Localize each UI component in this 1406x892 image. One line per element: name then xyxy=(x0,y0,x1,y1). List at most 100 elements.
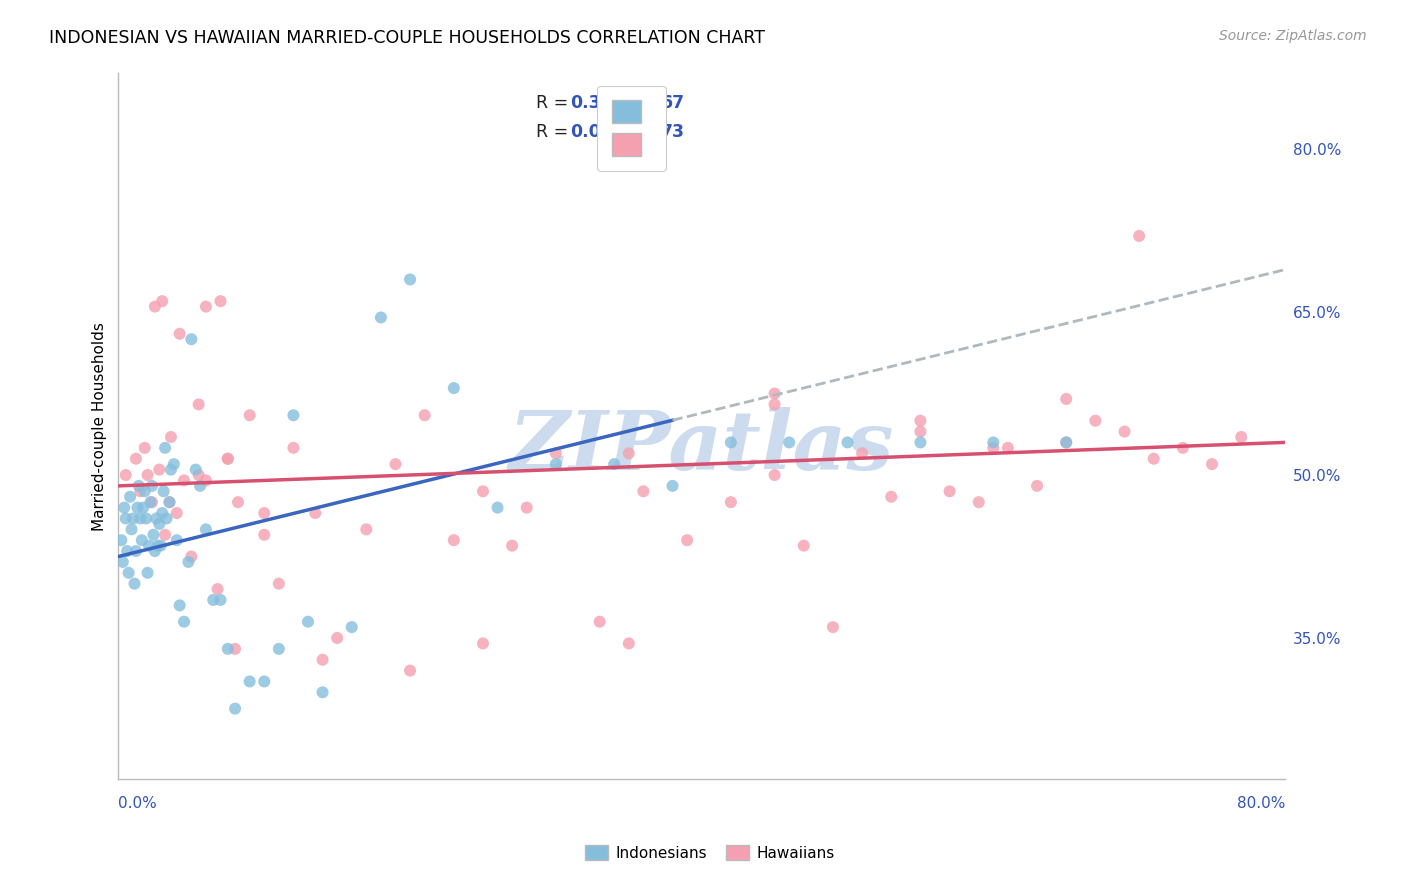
Point xyxy=(217,641,239,656)
Point xyxy=(1201,457,1223,471)
Point xyxy=(304,506,326,520)
Text: 67: 67 xyxy=(661,95,685,112)
Point xyxy=(152,484,174,499)
Point xyxy=(112,500,135,515)
Point xyxy=(217,451,239,466)
Text: R =: R = xyxy=(536,95,574,112)
Point xyxy=(253,674,276,689)
Point xyxy=(148,516,170,531)
Point xyxy=(967,495,990,509)
Point xyxy=(159,495,181,509)
Point xyxy=(370,310,392,325)
Legend: , : , xyxy=(598,86,666,170)
Text: 0.325: 0.325 xyxy=(569,95,624,112)
Point xyxy=(938,484,960,499)
Point xyxy=(131,533,153,548)
Point xyxy=(153,441,176,455)
Text: Source: ZipAtlas.com: Source: ZipAtlas.com xyxy=(1219,29,1367,43)
Point xyxy=(194,522,217,536)
Point xyxy=(720,495,742,509)
Point xyxy=(166,506,188,520)
Point xyxy=(588,615,610,629)
Point xyxy=(187,397,209,411)
Point xyxy=(1084,414,1107,428)
Point xyxy=(166,533,188,548)
Point xyxy=(136,468,159,483)
Point xyxy=(326,631,349,645)
Point xyxy=(239,409,262,423)
Point xyxy=(129,484,152,499)
Point xyxy=(150,294,173,309)
Point xyxy=(981,441,1004,455)
Text: N =: N = xyxy=(631,123,671,141)
Point xyxy=(1171,441,1194,455)
Point xyxy=(143,300,166,314)
Point xyxy=(150,506,173,520)
Point xyxy=(793,539,815,553)
Point xyxy=(880,490,903,504)
Point xyxy=(283,441,305,455)
Point xyxy=(149,539,172,553)
Point xyxy=(141,479,163,493)
Point xyxy=(111,555,134,569)
Point xyxy=(207,582,229,596)
Point xyxy=(163,457,186,471)
Point xyxy=(114,511,136,525)
Point xyxy=(763,386,786,401)
Point xyxy=(399,272,422,286)
Point xyxy=(145,511,167,525)
Point xyxy=(129,511,152,525)
Point xyxy=(209,294,232,309)
Point xyxy=(413,409,436,423)
Point xyxy=(226,495,249,509)
Point xyxy=(617,446,640,460)
Point xyxy=(209,593,232,607)
Point xyxy=(173,474,195,488)
Point xyxy=(132,500,155,515)
Point xyxy=(121,522,143,536)
Point xyxy=(763,468,786,483)
Point xyxy=(486,500,509,515)
Point xyxy=(910,414,932,428)
Point xyxy=(124,576,146,591)
Point xyxy=(1143,451,1166,466)
Point xyxy=(128,479,150,493)
Point xyxy=(253,506,276,520)
Point xyxy=(141,495,163,509)
Point xyxy=(356,522,378,536)
Point xyxy=(153,528,176,542)
Point xyxy=(146,539,169,553)
Point xyxy=(443,381,465,395)
Point xyxy=(981,435,1004,450)
Point xyxy=(720,435,742,450)
Point xyxy=(139,495,162,509)
Text: INDONESIAN VS HAWAIIAN MARRIED-COUPLE HOUSEHOLDS CORRELATION CHART: INDONESIAN VS HAWAIIAN MARRIED-COUPLE HO… xyxy=(49,29,765,46)
Point xyxy=(516,500,538,515)
Point xyxy=(997,441,1019,455)
Point xyxy=(169,326,191,341)
Point xyxy=(217,451,239,466)
Y-axis label: Married-couple Households: Married-couple Households xyxy=(93,322,107,531)
Point xyxy=(1230,430,1253,444)
Point xyxy=(443,533,465,548)
Point xyxy=(180,332,202,346)
Point xyxy=(501,539,523,553)
Point xyxy=(311,653,333,667)
Point xyxy=(910,425,932,439)
Point xyxy=(117,566,139,580)
Point xyxy=(115,544,138,558)
Point xyxy=(763,397,786,411)
Point xyxy=(603,457,626,471)
Text: R =: R = xyxy=(536,123,574,141)
Point xyxy=(267,576,290,591)
Point xyxy=(135,511,157,525)
Point xyxy=(224,641,246,656)
Point xyxy=(384,457,406,471)
Text: ZIPatlas: ZIPatlas xyxy=(509,408,894,487)
Point xyxy=(155,511,177,525)
Point xyxy=(224,701,246,715)
Point xyxy=(676,533,699,548)
Point xyxy=(134,484,156,499)
Point xyxy=(821,620,844,634)
Point xyxy=(544,446,567,460)
